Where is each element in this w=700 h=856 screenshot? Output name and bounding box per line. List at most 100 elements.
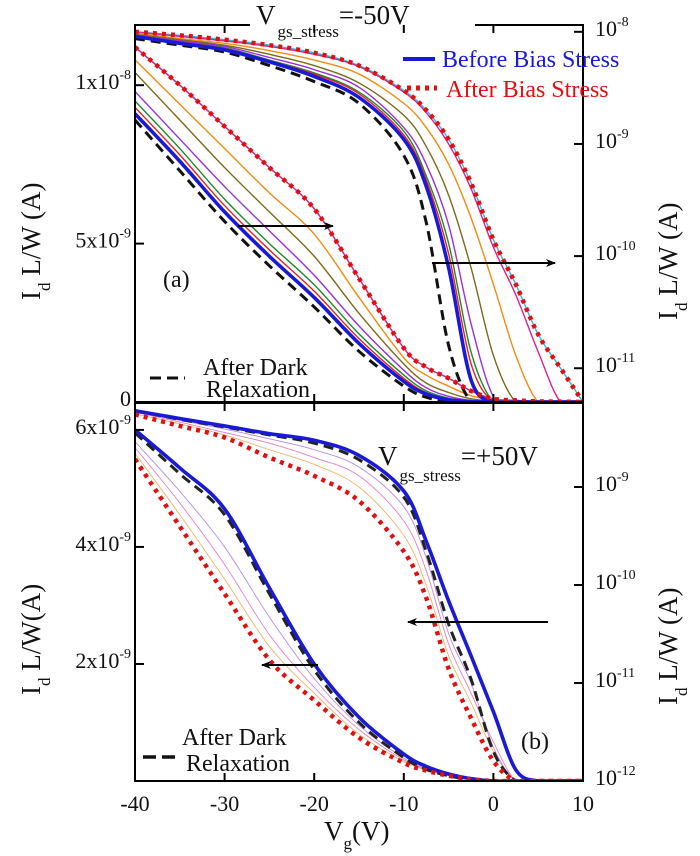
panel-a: Vgs_stress=-50V 05x10-91x10-810-810-910-… bbox=[75, 0, 635, 411]
before-bias-stress-left-curve bbox=[135, 112, 583, 402]
intermediate-right-curve bbox=[135, 413, 583, 781]
panel-b-title: Vgs_stress=+50V bbox=[378, 441, 538, 485]
panel-a-series bbox=[135, 29, 583, 402]
legend-after-label: After Bias Stress bbox=[446, 77, 609, 103]
intermediate-left-curve bbox=[135, 100, 583, 402]
x-tick-label: 0 bbox=[488, 791, 499, 816]
y-label-right-b-rest: L/W (A) bbox=[653, 588, 683, 688]
tick-base: 10 bbox=[595, 128, 617, 153]
right-y-tick-label: 10-11 bbox=[595, 666, 635, 692]
intermediate-right-curve bbox=[135, 34, 583, 402]
tick-base: 10 bbox=[595, 765, 617, 790]
title-a-sub: gs_stress bbox=[278, 22, 339, 41]
y-label-right-a: Id L/W (A) bbox=[653, 203, 691, 320]
tick-base: 10 bbox=[595, 240, 617, 265]
left-y-tick-label: 2x10-9 bbox=[75, 647, 131, 673]
x-tick-label: -40 bbox=[120, 791, 149, 816]
y-label-left-a-main: I bbox=[16, 291, 46, 300]
panel-b-label: (b) bbox=[521, 729, 549, 755]
panel-a-title: Vgs_stress=-50V bbox=[256, 0, 410, 41]
tick-base: 6x10 bbox=[75, 414, 119, 439]
left-y-tick-label: 1x10-8 bbox=[75, 68, 131, 94]
tick-exponent: -9 bbox=[119, 413, 131, 428]
tick-base: 0 bbox=[120, 386, 131, 411]
tick-base: 10 bbox=[595, 352, 617, 377]
title-b-main: V bbox=[378, 441, 398, 471]
tick-base: 4x10 bbox=[75, 531, 119, 556]
y-label-left-a: Id L/W (A) bbox=[16, 183, 54, 300]
title-b-sub: gs_stress bbox=[400, 466, 461, 485]
y-label-left-b-rest: L/W(A) bbox=[16, 584, 46, 678]
tick-base: 2x10 bbox=[75, 648, 119, 673]
tick-exponent: -11 bbox=[617, 666, 635, 681]
before-bias-stress-right-curve bbox=[135, 34, 583, 402]
tick-exponent: -9 bbox=[119, 227, 131, 242]
panel-b-series bbox=[135, 408, 583, 781]
tick-exponent: -9 bbox=[119, 647, 131, 662]
left-y-tick-label: 6x10-9 bbox=[75, 413, 131, 439]
tick-exponent: -12 bbox=[617, 764, 636, 779]
x-label-main: V bbox=[324, 816, 344, 846]
after-dark-relaxation-left-curve bbox=[135, 431, 583, 781]
title-b-rest: =+50V bbox=[461, 441, 538, 471]
intermediate-right-curve bbox=[135, 31, 583, 402]
tick-exponent: -8 bbox=[119, 68, 131, 83]
tick-exponent: -10 bbox=[617, 568, 636, 583]
right-y-tick-label: 10-12 bbox=[595, 764, 636, 790]
dark-legend-a-line2: Relaxation bbox=[206, 377, 310, 403]
right-y-tick-label: 10-11 bbox=[595, 351, 635, 377]
tick-base: 10 bbox=[595, 667, 617, 692]
intermediate-right-curve bbox=[135, 33, 583, 402]
tick-base: 10 bbox=[595, 471, 617, 496]
y-label-left-a-sub: d bbox=[35, 282, 54, 291]
right-y-tick-label: 10-8 bbox=[595, 15, 629, 41]
title-a-rest: =-50V bbox=[339, 0, 410, 30]
right-y-tick-label: 10-10 bbox=[595, 568, 636, 594]
title-a-background bbox=[250, 14, 475, 28]
y-label-right-a-sub: d bbox=[672, 302, 691, 311]
tick-base: 5x10 bbox=[75, 228, 119, 253]
after-bias-stress-left-curve bbox=[135, 457, 583, 781]
tick-base: 10 bbox=[595, 569, 617, 594]
tick-base: 1x10 bbox=[75, 69, 119, 94]
legend-before-label: Before Bias Stress bbox=[442, 47, 619, 73]
after-bias-stress-left-curve bbox=[135, 45, 583, 402]
x-tick-label: -30 bbox=[210, 791, 239, 816]
after-bias-stress-right-curve bbox=[135, 29, 583, 402]
y-label-left-b-main: I bbox=[16, 686, 46, 695]
intermediate-right-curve bbox=[135, 411, 583, 781]
intermediate-left-curve bbox=[135, 72, 583, 402]
y-label-left-a-rest: L/W (A) bbox=[16, 183, 46, 283]
y-label-left-b: Id L/W(A) bbox=[16, 584, 54, 695]
panel-b: Vgs_stress=+50V 2x10-94x10-96x10-910-910… bbox=[75, 402, 636, 790]
tick-base: 10 bbox=[595, 16, 617, 41]
dark-legend-b-line2: Relaxation bbox=[186, 751, 290, 777]
before-bias-stress-left-curve bbox=[135, 428, 583, 781]
after-bias-stress-right-curve bbox=[135, 412, 583, 781]
intermediate-right-curve bbox=[135, 411, 583, 781]
left-y-tick-label: 4x10-9 bbox=[75, 530, 131, 556]
right-y-tick-label: 10-9 bbox=[595, 127, 629, 153]
x-label-rest: (V) bbox=[352, 816, 389, 846]
dark-legend-b-line1: After Dark bbox=[182, 725, 287, 751]
y-label-right-b: Id L/W (A) bbox=[653, 588, 691, 705]
tick-exponent: -9 bbox=[119, 530, 131, 545]
intermediate-right-curve bbox=[135, 32, 583, 402]
left-y-tick-label: 0 bbox=[120, 386, 131, 411]
intermediate-left-curve bbox=[135, 441, 583, 781]
x-label-sub: g bbox=[344, 834, 353, 853]
tick-exponent: -8 bbox=[617, 15, 629, 30]
after-dark-relaxation-left-curve bbox=[135, 119, 583, 402]
x-tick-label: -20 bbox=[300, 791, 329, 816]
tick-exponent: -10 bbox=[617, 239, 636, 254]
after-dark-relaxation-right-curve bbox=[135, 37, 583, 402]
panel-b-frame bbox=[134, 402, 584, 782]
y-label-right-b-main: I bbox=[653, 696, 683, 705]
y-label-right-a-rest: L/W (A) bbox=[653, 203, 683, 303]
right-y-tick-label: 10-10 bbox=[595, 239, 636, 265]
tick-exponent: -9 bbox=[617, 470, 629, 485]
right-y-tick-label: 10-9 bbox=[595, 470, 629, 496]
intermediate-right-curve bbox=[135, 34, 583, 402]
tick-exponent: -9 bbox=[617, 127, 629, 142]
